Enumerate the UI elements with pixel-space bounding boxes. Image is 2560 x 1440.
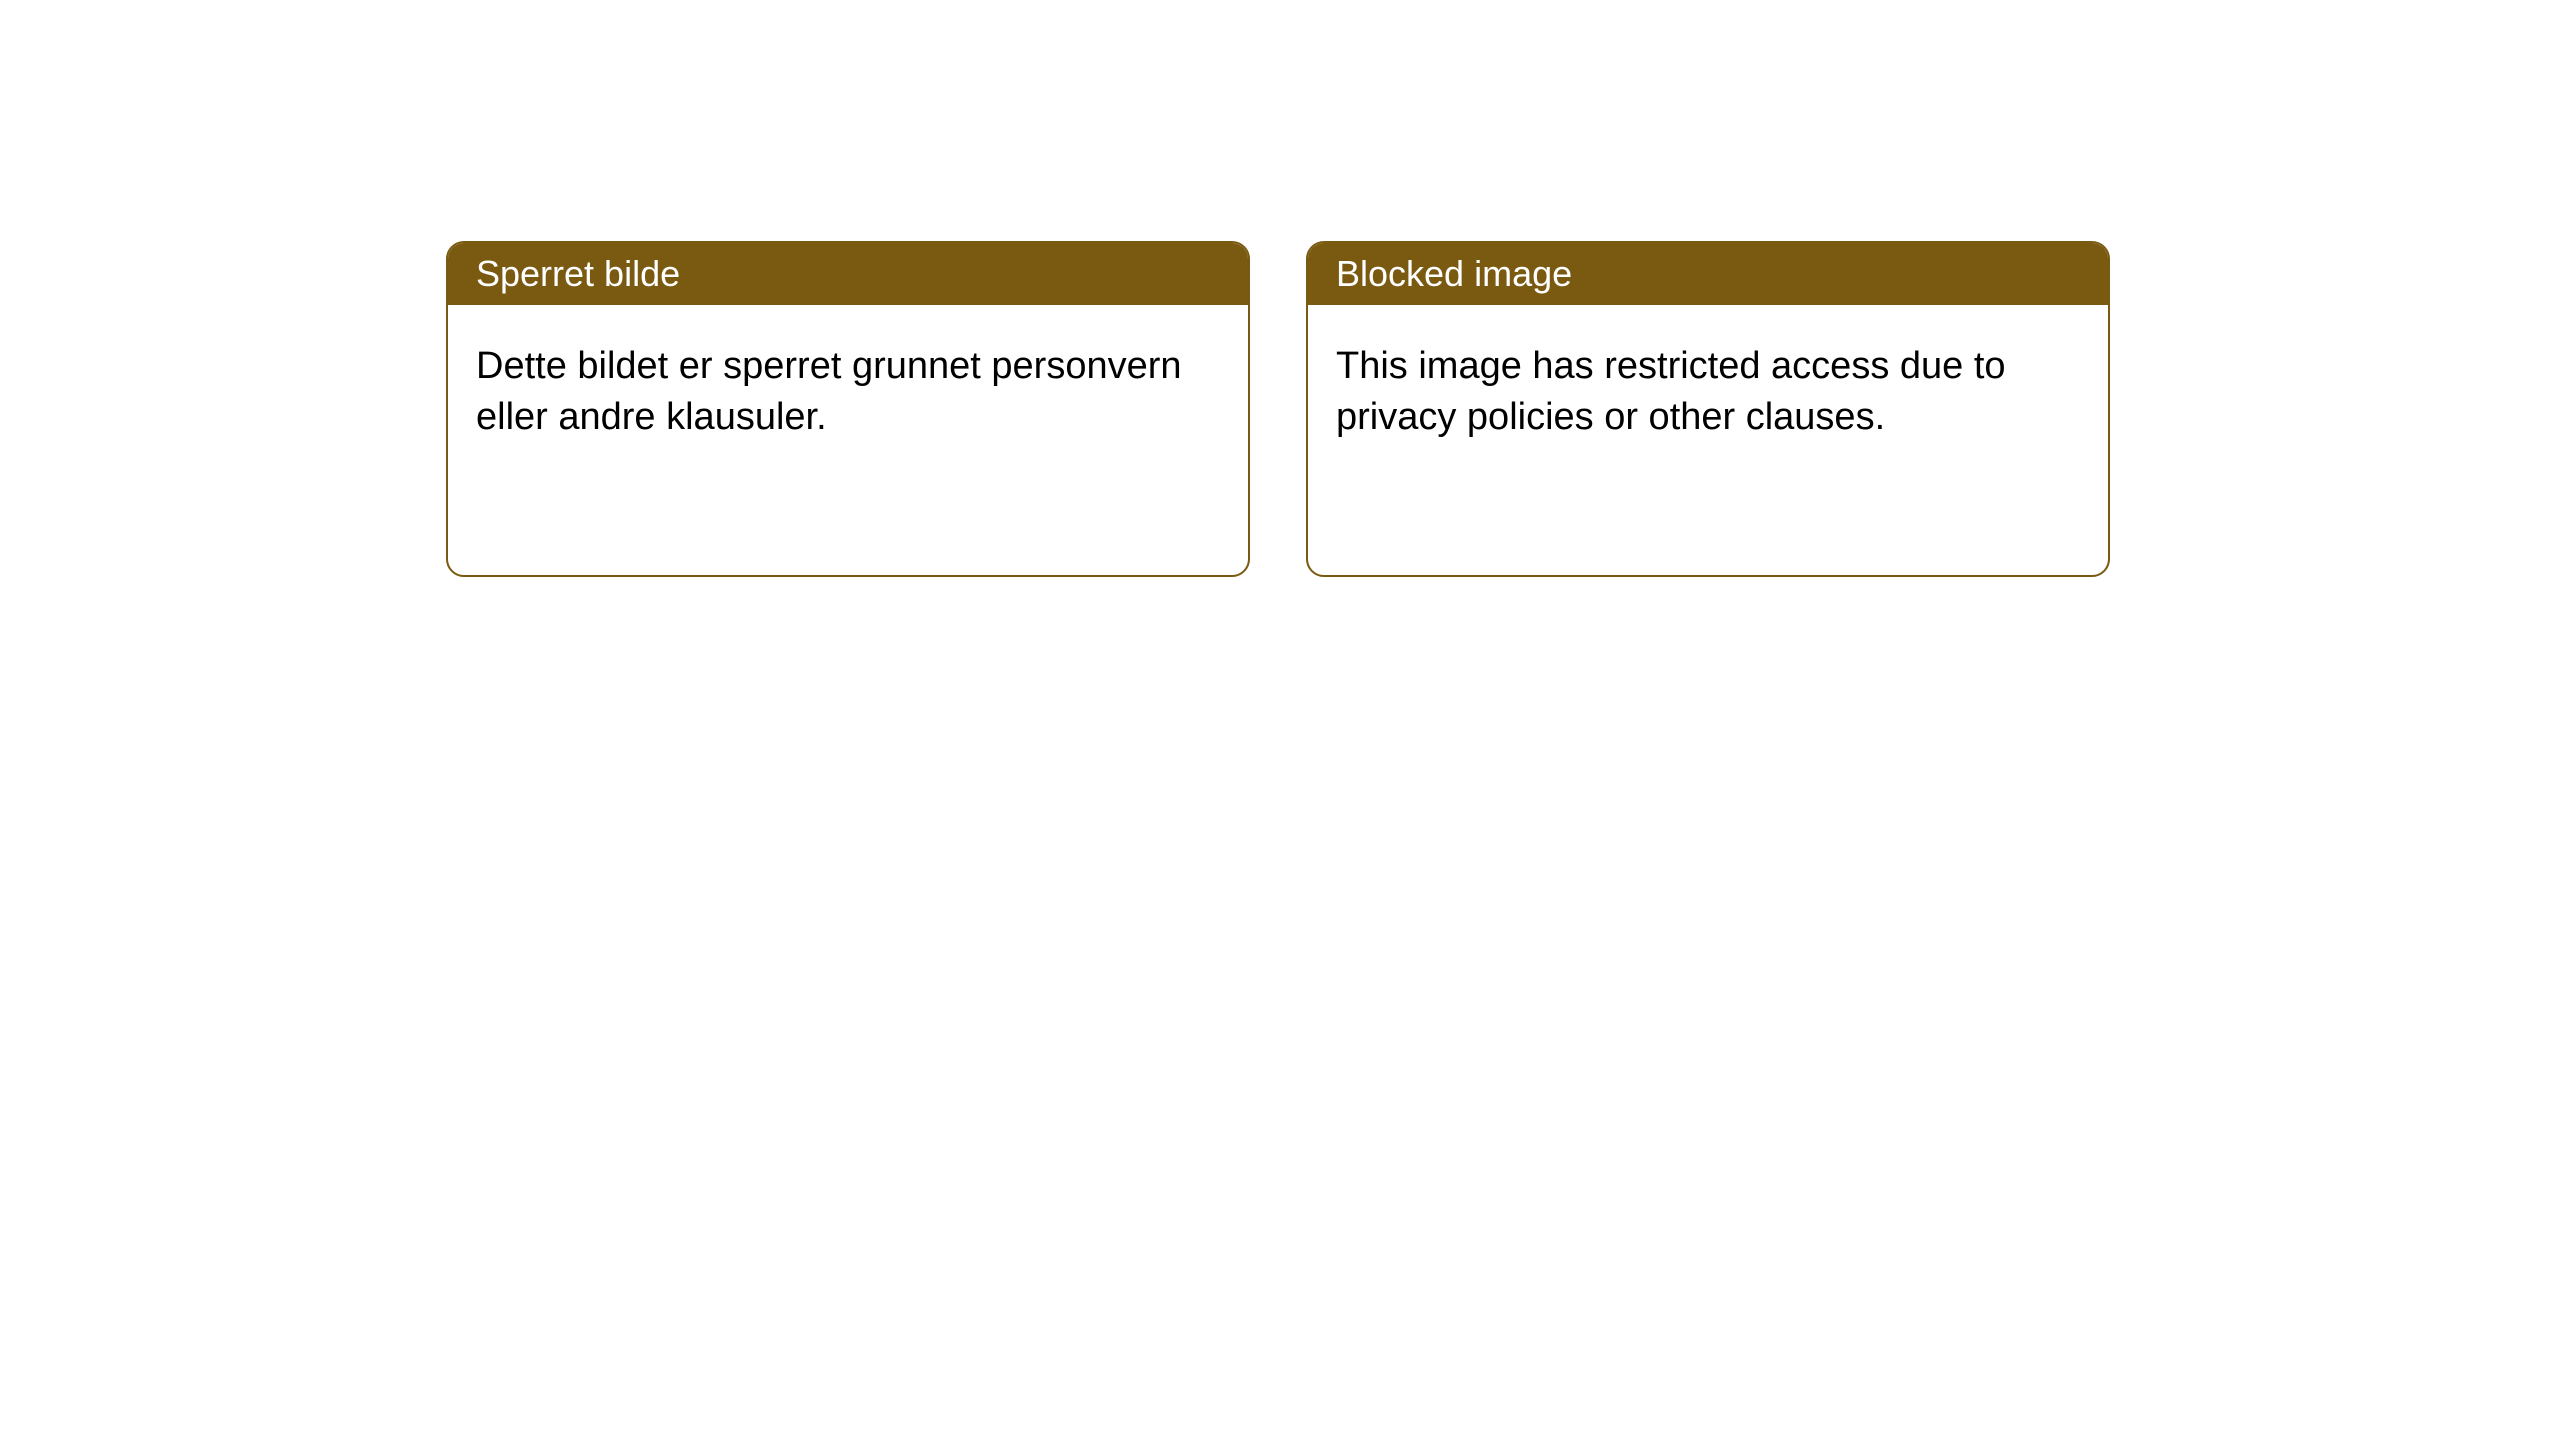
notice-header: Blocked image (1308, 243, 2108, 305)
notice-box-norwegian: Sperret bilde Dette bildet er sperret gr… (446, 241, 1250, 577)
notice-container: Sperret bilde Dette bildet er sperret gr… (446, 241, 2110, 577)
notice-header: Sperret bilde (448, 243, 1248, 305)
notice-body: Dette bildet er sperret grunnet personve… (448, 305, 1248, 480)
notice-body: This image has restricted access due to … (1308, 305, 2108, 480)
notice-box-english: Blocked image This image has restricted … (1306, 241, 2110, 577)
